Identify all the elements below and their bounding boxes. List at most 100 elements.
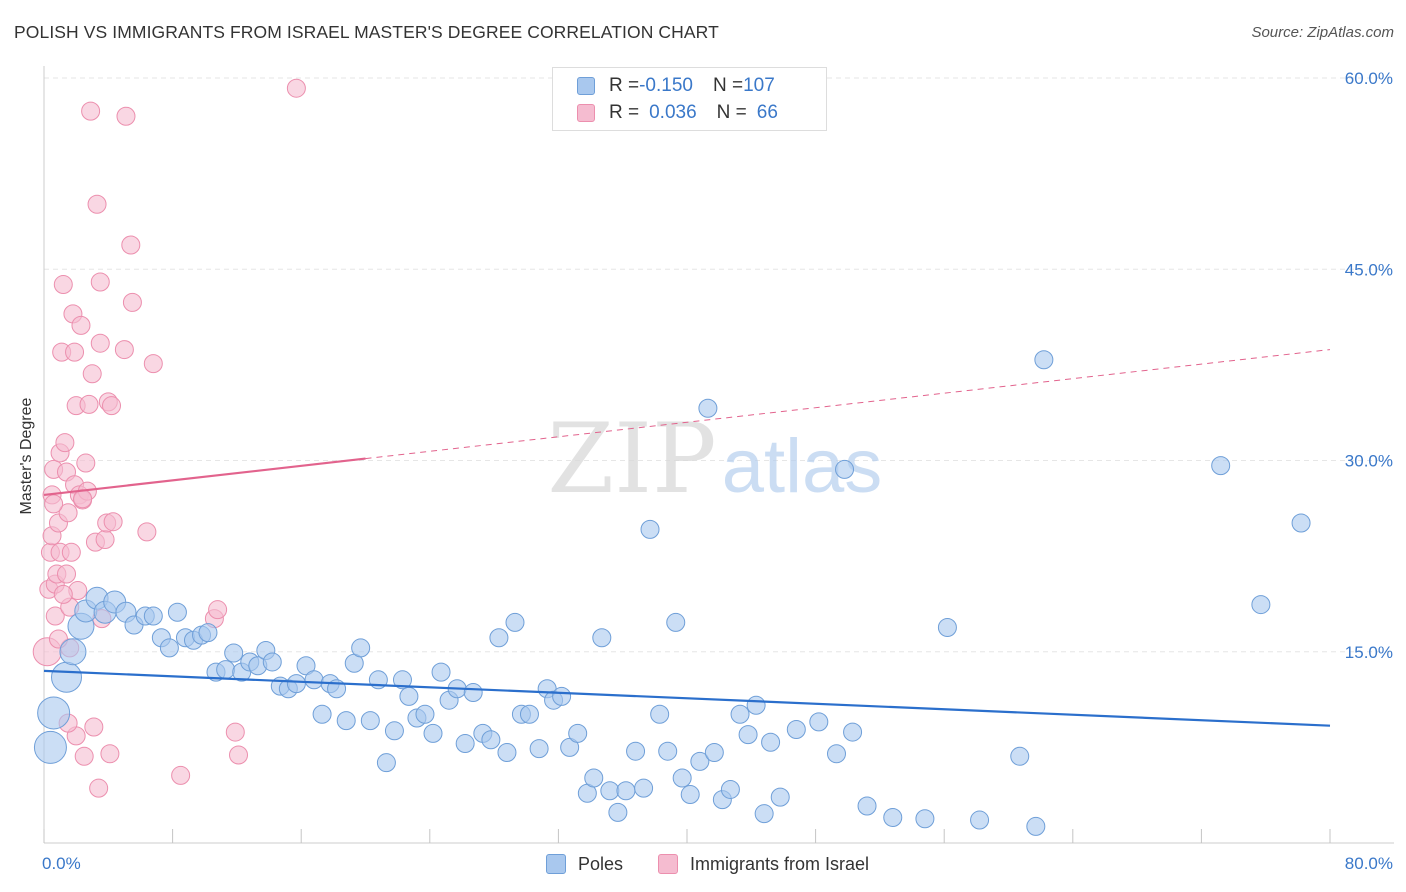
israel-swatch	[577, 104, 595, 122]
x-tick-label-max: 80.0%	[1345, 854, 1393, 873]
watermark-zip: ZIP	[547, 403, 716, 515]
point-israel	[73, 489, 93, 509]
point-poles	[262, 652, 282, 672]
point-poles	[730, 704, 750, 724]
watermark: ZIP atlas	[547, 403, 882, 515]
point-poles	[650, 704, 670, 724]
point-poles	[286, 674, 306, 694]
y-tick-label: 45.0%	[1345, 260, 1393, 279]
gridlines	[44, 77, 1394, 653]
point-israel	[44, 494, 64, 514]
point-israel	[65, 342, 85, 362]
point-poles	[666, 612, 686, 632]
point-israel	[208, 600, 228, 620]
point-israel	[81, 101, 101, 121]
series-israel-points	[32, 78, 306, 798]
point-poles	[1211, 456, 1231, 476]
point-poles	[552, 686, 572, 706]
point-poles	[704, 742, 724, 762]
israel-n-value: 66	[756, 102, 778, 123]
point-israel	[171, 765, 191, 785]
point-poles	[376, 753, 396, 773]
point-poles	[786, 720, 806, 740]
point-poles	[690, 751, 710, 771]
x-tick-label-min: 0.0%	[42, 854, 81, 873]
point-poles	[616, 781, 636, 801]
point-poles	[159, 638, 179, 658]
point-israel	[286, 78, 306, 98]
point-israel	[95, 530, 115, 550]
point-poles	[1251, 595, 1271, 615]
israel-r-value: 0.036	[649, 102, 697, 123]
point-poles	[672, 768, 692, 788]
poles-n-label: N =	[712, 75, 744, 96]
tick-labels: 15.0% 30.0% 45.0% 60.0% 0.0% 80.0%	[42, 69, 1393, 873]
point-poles	[431, 662, 451, 682]
trend-line-israel-dashed	[365, 349, 1331, 460]
point-israel	[137, 522, 157, 542]
point-israel	[116, 106, 136, 126]
point-poles	[915, 809, 935, 829]
point-poles	[970, 810, 990, 830]
point-poles	[423, 723, 443, 743]
point-poles	[937, 618, 957, 638]
poles-r-label: R =	[609, 75, 640, 96]
point-poles	[529, 739, 549, 759]
bottom-legend-israel: Immigrants from Israel	[658, 851, 869, 877]
point-poles	[33, 730, 67, 764]
point-poles	[883, 808, 903, 827]
point-poles	[505, 612, 525, 632]
point-israel	[55, 433, 75, 453]
point-poles	[608, 802, 628, 822]
y-tick-label: 30.0%	[1345, 452, 1393, 471]
point-poles	[592, 628, 612, 648]
point-poles	[37, 696, 71, 730]
point-poles	[463, 683, 483, 703]
point-israel	[57, 564, 77, 584]
point-israel	[79, 394, 99, 414]
point-poles	[1010, 746, 1030, 766]
axes	[43, 66, 1394, 844]
point-poles	[143, 606, 163, 626]
point-poles	[600, 781, 620, 801]
point-israel	[74, 746, 94, 766]
point-israel	[103, 512, 123, 532]
legend-row-poles: R = -0.150 N = 107	[577, 74, 775, 98]
point-poles	[843, 722, 863, 742]
legend-row-israel: R = 0.036 N = 66	[577, 101, 778, 125]
point-poles	[497, 742, 517, 762]
bottom-israel-swatch	[658, 854, 678, 874]
point-poles	[1291, 513, 1311, 533]
point-poles	[770, 787, 790, 807]
point-poles	[455, 734, 475, 754]
point-poles	[835, 459, 855, 479]
point-poles	[826, 744, 846, 764]
point-poles	[568, 723, 588, 743]
point-poles	[634, 778, 654, 798]
point-israel	[71, 315, 91, 335]
trend-lines	[43, 349, 1331, 727]
point-poles	[584, 768, 604, 788]
israel-r-label: R =	[609, 102, 640, 123]
point-israel	[143, 354, 163, 374]
point-israel	[225, 722, 245, 742]
point-israel	[229, 745, 249, 765]
point-poles	[640, 519, 660, 539]
chart-title: POLISH VS IMMIGRANTS FROM ISRAEL MASTER'…	[14, 22, 719, 42]
point-israel	[82, 364, 102, 384]
y-tick-label: 15.0%	[1345, 643, 1393, 662]
point-poles	[809, 712, 829, 732]
point-israel	[89, 778, 109, 798]
point-poles	[336, 711, 356, 731]
point-poles	[489, 628, 509, 648]
watermark-atlas: atlas	[722, 424, 883, 509]
point-poles	[680, 785, 700, 805]
point-poles	[224, 643, 244, 663]
point-poles	[51, 661, 83, 693]
y-tick-label: 60.0%	[1345, 69, 1393, 88]
point-poles	[360, 711, 380, 731]
point-poles	[754, 804, 774, 824]
point-poles	[857, 796, 877, 816]
point-poles	[1026, 816, 1046, 836]
